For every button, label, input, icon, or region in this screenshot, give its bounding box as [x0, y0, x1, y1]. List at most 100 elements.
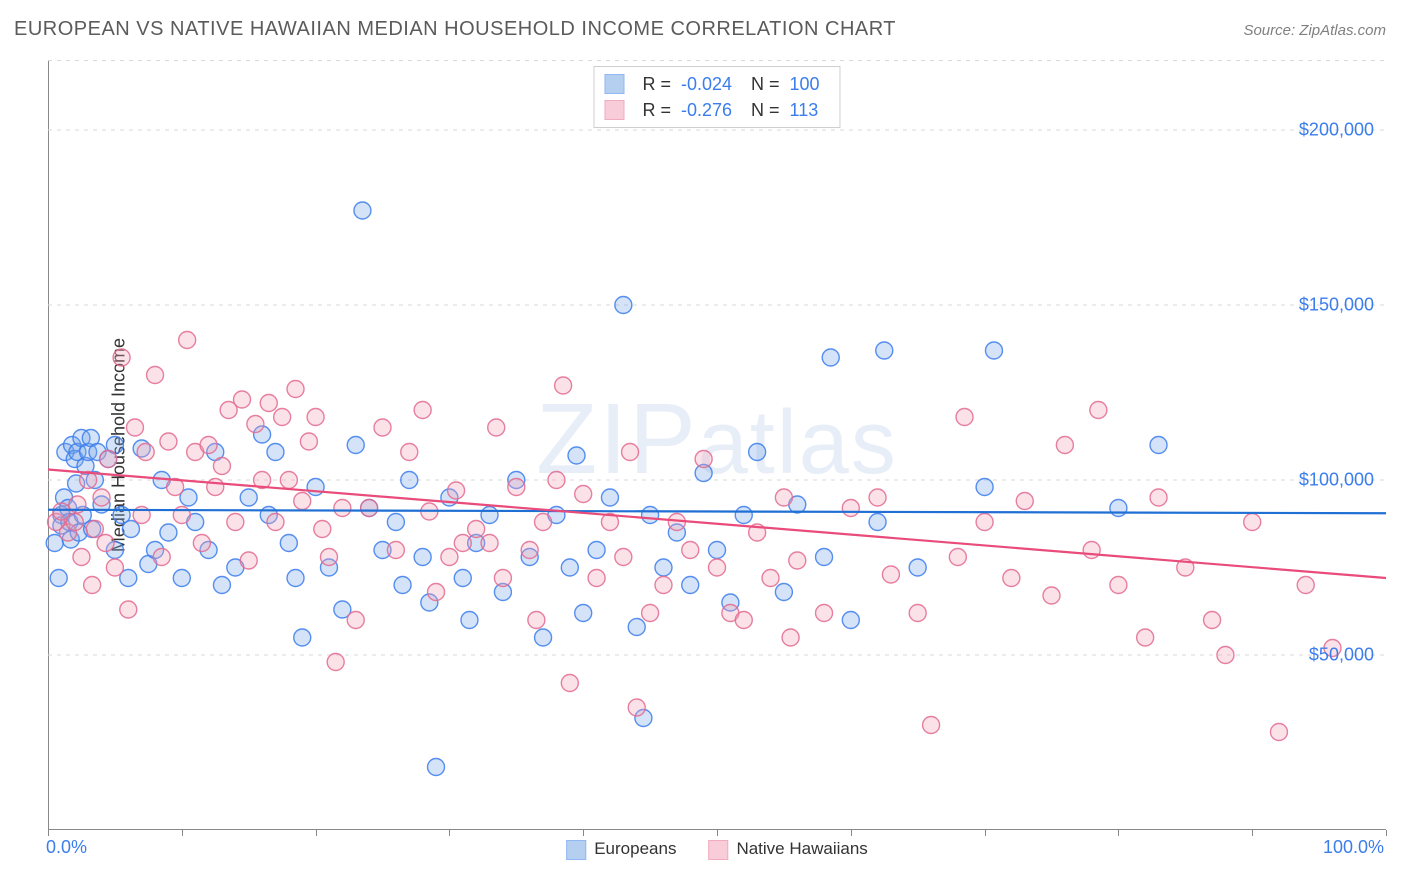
data-point [394, 577, 411, 594]
data-point [387, 542, 404, 559]
legend-row: R =-0.024N =100 [604, 71, 829, 97]
x-tick [48, 830, 49, 836]
correlation-legend: R =-0.024N =100R =-0.276N =113 [593, 66, 840, 128]
data-point [160, 524, 177, 541]
y-tick-label: $200,000 [1299, 120, 1374, 141]
data-point [287, 381, 304, 398]
data-point [876, 342, 893, 359]
data-point [200, 437, 217, 454]
data-point [735, 507, 752, 524]
legend-label: Europeans [594, 839, 676, 858]
data-point [320, 549, 337, 566]
data-point [575, 605, 592, 622]
data-point [561, 559, 578, 576]
x-tick [1118, 830, 1119, 836]
data-point [153, 549, 170, 566]
data-point [126, 419, 143, 436]
data-point [441, 549, 458, 566]
data-point [113, 349, 130, 366]
data-point [548, 472, 565, 489]
data-point [234, 391, 251, 408]
data-point [949, 549, 966, 566]
data-point [568, 447, 585, 464]
data-point [775, 489, 792, 506]
data-point [1016, 493, 1033, 510]
data-point [93, 489, 110, 506]
x-tick [182, 830, 183, 836]
data-point [428, 759, 445, 776]
data-point [709, 542, 726, 559]
data-point [1150, 489, 1167, 506]
data-point [387, 514, 404, 531]
data-point [260, 395, 277, 412]
x-tick [985, 830, 986, 836]
data-point [207, 479, 224, 496]
data-point [481, 507, 498, 524]
data-point [985, 342, 1002, 359]
legend-R-label: R = [642, 71, 671, 97]
data-point [494, 570, 511, 587]
data-point [555, 377, 572, 394]
data-point [160, 433, 177, 450]
data-point [280, 472, 297, 489]
data-point [789, 552, 806, 569]
legend-N-value: 100 [790, 71, 830, 97]
data-point [976, 514, 993, 531]
data-point [66, 514, 83, 531]
legend-item: Europeans [566, 839, 676, 860]
y-tick-label: $150,000 [1299, 295, 1374, 316]
data-point [1043, 587, 1060, 604]
data-point [588, 570, 605, 587]
series-legend: Europeans Native Hawaiians [566, 839, 868, 860]
data-point [655, 577, 672, 594]
legend-swatch [604, 74, 624, 94]
x-tick [1386, 830, 1387, 836]
source-attribution: Source: ZipAtlas.com [1243, 22, 1386, 39]
data-point [401, 472, 418, 489]
data-point [735, 612, 752, 629]
data-point [84, 577, 101, 594]
legend-R-label: R = [642, 97, 671, 123]
data-point [1204, 612, 1221, 629]
data-point [274, 409, 291, 426]
data-point [122, 521, 139, 538]
data-point [374, 419, 391, 436]
data-point [294, 493, 311, 510]
data-point [615, 297, 632, 314]
data-point [454, 570, 471, 587]
data-point [468, 521, 485, 538]
legend-label: Native Hawaiians [736, 839, 867, 858]
data-point [347, 437, 364, 454]
x-tick-label: 100.0% [1323, 837, 1384, 858]
legend-R-value: -0.024 [681, 71, 741, 97]
x-tick-label: 0.0% [46, 837, 87, 858]
data-point [354, 202, 371, 219]
data-point [193, 535, 210, 552]
data-point [73, 549, 90, 566]
data-point [267, 444, 284, 461]
data-point [213, 458, 230, 475]
data-point [822, 349, 839, 366]
data-point [307, 479, 324, 496]
data-point [601, 489, 618, 506]
x-tick [449, 830, 450, 836]
data-point [401, 444, 418, 461]
x-tick [583, 830, 584, 836]
legend-item: Native Hawaiians [708, 839, 867, 860]
x-tick [316, 830, 317, 836]
data-point [869, 489, 886, 506]
data-point [1003, 570, 1020, 587]
data-point [575, 486, 592, 503]
data-point [173, 570, 190, 587]
legend-swatch [604, 100, 624, 120]
data-point [1056, 437, 1073, 454]
data-point [448, 482, 465, 499]
data-point [508, 479, 525, 496]
data-point [535, 629, 552, 646]
data-point [97, 535, 114, 552]
data-point [775, 584, 792, 601]
data-point [628, 699, 645, 716]
data-point [314, 521, 331, 538]
data-point [307, 409, 324, 426]
data-point [842, 612, 859, 629]
